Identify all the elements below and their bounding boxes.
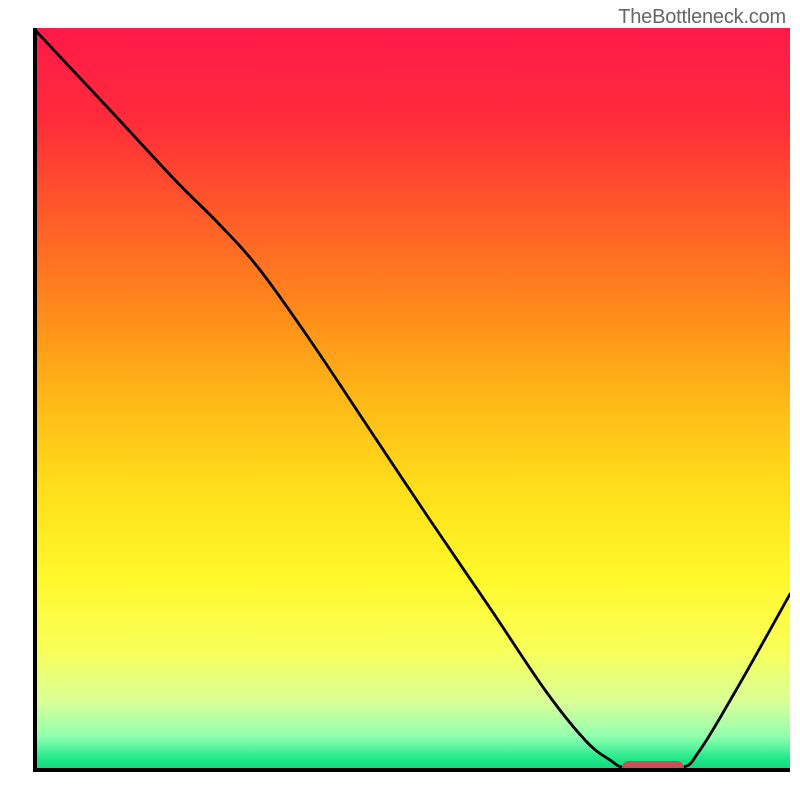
bottleneck-chart: TheBottleneck.com: [0, 0, 800, 800]
chart-svg: [0, 0, 800, 800]
watermark-text: TheBottleneck.com: [618, 6, 786, 29]
gradient-background: [35, 28, 790, 770]
